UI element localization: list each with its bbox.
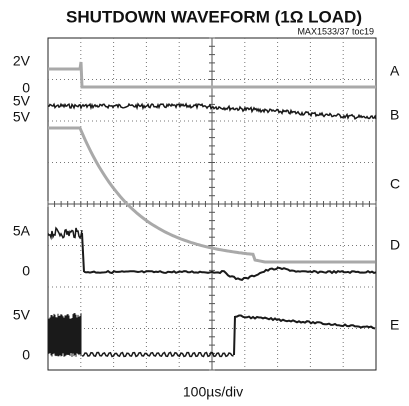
traces	[47, 61, 377, 358]
channel-label: B	[390, 107, 399, 123]
scale-label: 0	[22, 80, 30, 96]
scale-label: 5V	[13, 307, 31, 323]
trace-b	[47, 102, 377, 120]
scale-label: 0	[22, 263, 30, 279]
trace-d2	[81, 232, 377, 282]
trace-c	[48, 126, 375, 264]
channel-label: D	[390, 237, 400, 253]
channel-label: C	[390, 176, 400, 192]
grid	[47, 37, 377, 371]
scale-label: 5A	[13, 223, 31, 239]
trace-e	[81, 351, 234, 358]
time-scale: 100µs/div	[183, 384, 243, 400]
scale-label: 2V	[13, 53, 31, 69]
title: SHUTDOWN WAVEFORM (1Ω LOAD)	[66, 7, 362, 26]
channel-label: A	[390, 63, 400, 79]
trace-a	[48, 61, 376, 89]
scale-label: 5V	[13, 109, 31, 125]
trace-d	[47, 226, 83, 241]
channel-label: E	[390, 317, 399, 333]
subtitle: MAX1533/37 toc19	[297, 26, 374, 36]
scale-label: 5V	[13, 93, 31, 109]
scale-label: 0	[22, 347, 30, 363]
trace-e2	[233, 314, 376, 356]
